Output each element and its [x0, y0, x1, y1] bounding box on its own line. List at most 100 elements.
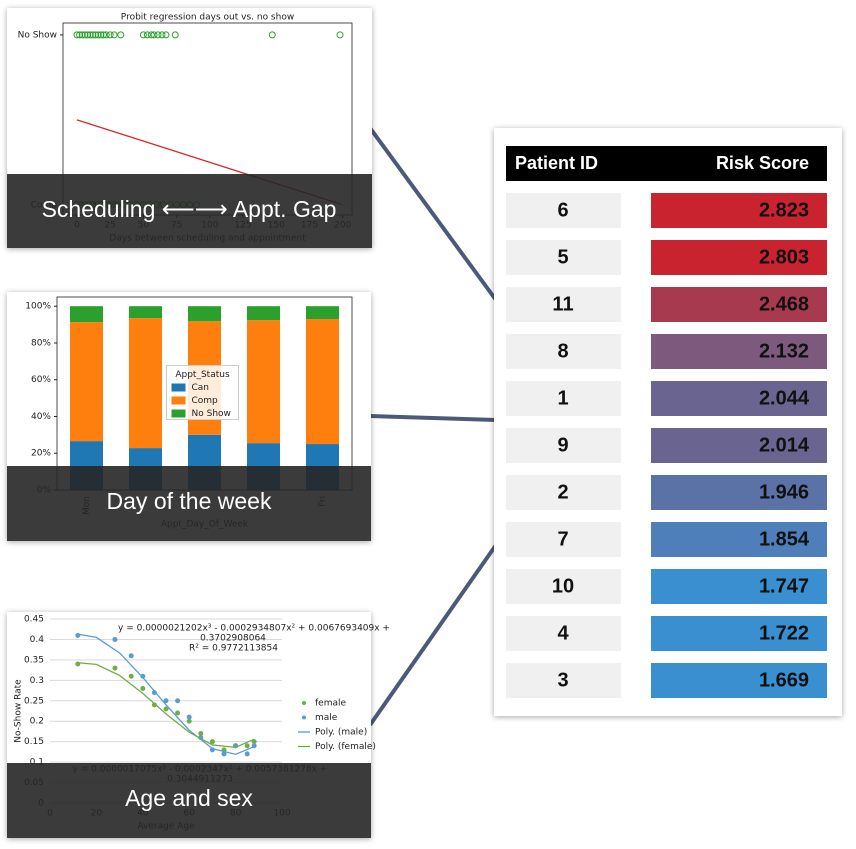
risk-score: 1.854 — [759, 528, 810, 550]
risk-score: 1.722 — [759, 622, 809, 644]
point — [198, 730, 204, 736]
point — [110, 31, 118, 39]
point — [102, 31, 110, 39]
patient-id: 5 — [557, 246, 568, 268]
point — [97, 31, 105, 39]
patient-id: 3 — [557, 669, 568, 691]
risk-score: 2.468 — [759, 293, 809, 315]
legend-label: Poly. (male) — [315, 728, 367, 738]
patient-id: 9 — [557, 434, 568, 456]
legend-label: Can — [192, 383, 210, 393]
point — [128, 653, 134, 659]
equation: y = 0.0000021202x³ - 0.0002934807x² + 0.… — [118, 624, 390, 634]
header-cell: Risk Score — [716, 153, 809, 173]
risk-score: 2.803 — [759, 246, 809, 268]
point — [81, 31, 89, 39]
id-cell — [506, 287, 621, 322]
bar-segment — [187, 306, 222, 322]
id-cell — [506, 522, 621, 557]
score-cell — [651, 522, 827, 557]
point — [158, 31, 166, 39]
bar-segment — [246, 320, 281, 444]
bar-segment — [305, 319, 340, 445]
point — [186, 714, 192, 720]
score-cell — [651, 475, 827, 510]
bar-segment — [305, 306, 340, 320]
point — [112, 636, 118, 642]
risk-score: 1.946 — [759, 481, 809, 503]
id-cell — [506, 381, 621, 416]
score-cell — [651, 428, 827, 463]
patient-id: 4 — [557, 622, 569, 644]
id-cell — [506, 475, 621, 510]
point — [163, 706, 169, 712]
y-tick-label: 20% — [31, 449, 51, 459]
score-cell — [651, 287, 827, 322]
point — [147, 31, 155, 39]
point — [73, 31, 81, 39]
point — [106, 31, 114, 39]
risk-score: 1.747 — [759, 575, 809, 597]
y-tick-label: No Show — [18, 30, 57, 40]
point — [244, 743, 250, 749]
connector — [368, 126, 498, 302]
legend-swatch — [302, 701, 306, 705]
bar-segment — [128, 306, 163, 319]
risk-score: 2.132 — [759, 340, 809, 362]
point — [221, 751, 227, 757]
fit-line — [77, 662, 255, 749]
point — [150, 31, 158, 39]
patient-id: 11 — [552, 293, 573, 315]
legend-swatch — [171, 383, 186, 392]
point — [117, 31, 125, 39]
legend-label: No Show — [192, 409, 231, 419]
id-cell — [506, 193, 621, 228]
y-tick-label: 0.3 — [30, 676, 44, 686]
caption: Age and sex — [125, 785, 253, 811]
point — [175, 710, 181, 716]
y-axis-label: No-Show Rate — [14, 679, 24, 743]
caption: Day of the week — [107, 488, 272, 514]
patient-id: 2 — [557, 481, 568, 503]
point — [89, 31, 97, 39]
id-cell — [506, 428, 621, 463]
point — [86, 31, 94, 39]
fit-line — [77, 633, 255, 756]
point — [112, 665, 118, 671]
id-cell — [506, 240, 621, 275]
y-tick-label: 60% — [31, 375, 51, 385]
score-cell — [651, 381, 827, 416]
patient-id: 6 — [557, 199, 568, 221]
legend-label: male — [315, 713, 338, 723]
table-header — [506, 146, 827, 181]
point — [175, 698, 181, 704]
point — [154, 31, 162, 39]
y-tick-label: 0.2 — [30, 717, 44, 727]
equation: R² = 0.9772113854 — [189, 644, 278, 654]
point — [76, 31, 84, 39]
point — [128, 673, 134, 679]
chart-title: Probit regression days out vs. no show — [121, 13, 294, 23]
risk-score: 2.823 — [759, 199, 809, 221]
overlays: Scheduling ⟵⟶ Appt. Gap Day of the week … — [7, 174, 372, 838]
legend-box — [166, 365, 239, 420]
y-tick-label: 0.1 — [30, 758, 44, 768]
patient-id: 10 — [552, 575, 574, 597]
bar-segment — [69, 306, 104, 323]
score-cell — [651, 193, 827, 228]
caption-overlay — [7, 763, 371, 838]
point — [336, 31, 344, 39]
patient-id: 1 — [557, 387, 568, 409]
connector — [368, 543, 498, 727]
point — [143, 31, 151, 39]
y-tick-label: 0.4 — [30, 635, 45, 645]
score-cell — [651, 663, 827, 698]
bar-segment — [69, 322, 104, 442]
caption: Scheduling ⟵⟶ Appt. Gap — [42, 196, 337, 222]
connector — [369, 414, 497, 422]
id-cell — [506, 569, 621, 604]
legend-swatch — [171, 396, 186, 405]
table-rows: 6 2.823 5 2.803 11 2.468 8 2.132 1 2.044 9 2.014 2 1.… — [506, 193, 827, 698]
legend-swatch — [302, 715, 306, 720]
risk-score: 1.669 — [759, 669, 809, 691]
